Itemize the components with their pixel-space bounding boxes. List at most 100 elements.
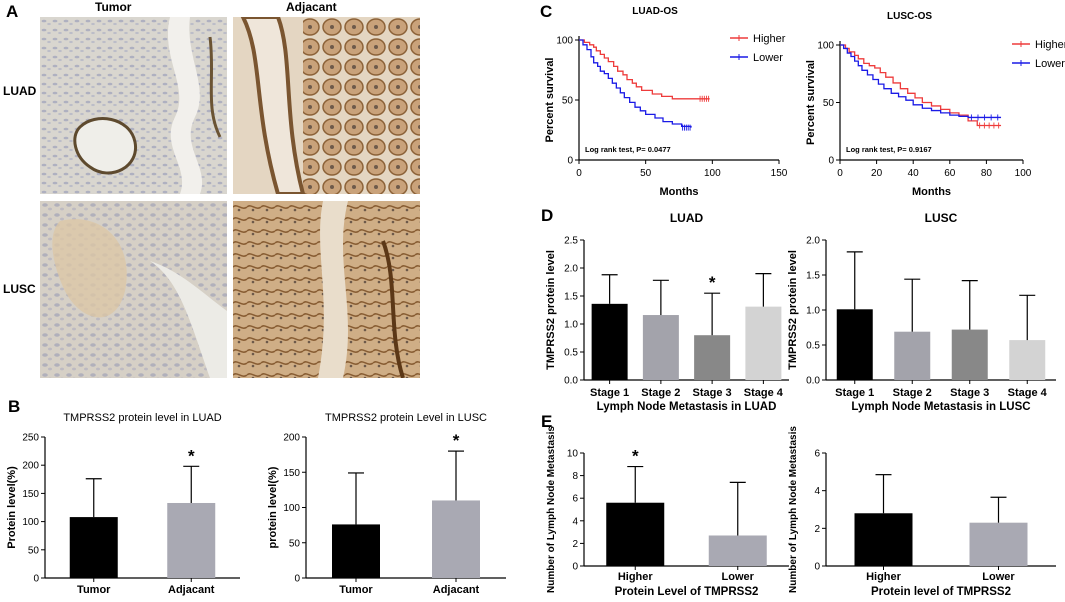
x-tick-label: 60 — [944, 168, 956, 179]
x-tick-label: Stage 1 — [835, 387, 874, 399]
y-tick-label: 2 — [814, 524, 820, 535]
y-axis-label: Percent survival — [544, 58, 556, 143]
y-tick-label: 50 — [823, 98, 835, 109]
bar — [332, 524, 380, 578]
legend-label-lower: Lower — [1035, 58, 1065, 70]
chart-title: LUAD — [670, 211, 704, 225]
y-tick-label: 1.0 — [564, 320, 578, 331]
y-tick-label: 150 — [283, 468, 300, 479]
chart-c2-lusc-os: LUSC-OS 0 50 100 0 20 40 60 80 100 Months Percent s… — [805, 11, 1065, 198]
bar — [708, 535, 767, 566]
bar — [591, 303, 628, 380]
micrograph-luad-tumor — [40, 17, 227, 194]
bar — [836, 309, 873, 380]
panel-letter-e: E — [541, 412, 553, 431]
x-tick-label: 0 — [837, 168, 843, 179]
significance-marker: * — [453, 431, 460, 450]
x-tick-label: Lower — [982, 571, 1015, 583]
panel-letter-a: A — [6, 2, 19, 21]
y-tick-label: 4 — [572, 516, 578, 527]
log-rank-annotation: Log rank test, P= 0.0477 — [585, 145, 671, 154]
bar — [745, 306, 782, 380]
y-tick-label: 10 — [567, 449, 579, 460]
chart-e1-luad-metastasis: 0 2 4 6 8 10 Number of Lymph Node Metastasis Hi… — [546, 426, 789, 598]
y-tick-label: 50 — [289, 538, 301, 549]
x-axis-label: Protein level of TMPRSS2 — [871, 586, 1011, 598]
micrograph-luad-adjacant — [233, 17, 420, 194]
y-tick-label: 250 — [22, 433, 39, 444]
y-axis-label: Number of Lymph Node Metastasis — [546, 426, 557, 593]
x-tick-label: Stage 2 — [641, 387, 680, 399]
row-header-lusc: LUSC — [3, 282, 36, 296]
survival-curve-lower — [840, 44, 1002, 119]
chart-b2-lusc-protein-level: TMPRSS2 protein Level in LUSC 0 50 100 150 20… — [267, 412, 506, 596]
y-tick-label: 50 — [562, 96, 574, 107]
chart-title: LUSC — [925, 211, 958, 225]
chart-e2-lusc-metastasis: 0 2 4 6 Number of Lymph Node Metastasis Highe… — [788, 426, 1056, 598]
x-tick-label: Tumor — [77, 584, 111, 596]
legend-label-lower: Lower — [753, 52, 783, 64]
y-tick-label: 200 — [283, 433, 300, 444]
bar — [854, 513, 913, 566]
survival-curve-higher — [840, 44, 1002, 127]
x-axis-label: Months — [912, 186, 951, 198]
micrograph-lusc-adjacant — [233, 201, 420, 378]
y-tick-label: 0 — [828, 156, 834, 167]
y-axis-label: TMPRSS2 protein level — [787, 250, 799, 370]
y-tick-label: 0 — [33, 574, 39, 585]
y-tick-label: 150 — [22, 489, 39, 500]
y-tick-label: 2.0 — [806, 236, 820, 247]
bar — [642, 315, 679, 380]
x-axis-label: Lymph Node Metastasis in LUAD — [597, 401, 777, 413]
x-tick-label: Stage 1 — [590, 387, 629, 399]
chart-c1-luad-os: LUAD-OS 0 50 100 0 50 100 150 Months Percent surv… — [544, 6, 788, 198]
bar — [969, 522, 1028, 566]
y-tick-label: 100 — [817, 41, 834, 52]
y-tick-label: 1.0 — [806, 306, 820, 317]
bar — [432, 500, 480, 578]
x-tick-label: Tumor — [339, 584, 373, 596]
x-tick-label: 40 — [908, 168, 920, 179]
significance-marker: * — [632, 447, 639, 466]
significance-marker: * — [188, 446, 195, 465]
x-tick-label: Lower — [722, 571, 755, 583]
x-tick-label: Stage 4 — [1008, 387, 1048, 399]
micrograph-luad-adjacant-image — [233, 17, 420, 194]
y-tick-label: 2.5 — [564, 236, 578, 247]
chart-title: LUAD-OS — [632, 6, 678, 17]
y-tick-label: 0 — [814, 562, 820, 573]
micrograph-lusc-tumor — [40, 201, 227, 378]
x-tick-label: 50 — [640, 168, 652, 179]
micrograph-lusc-adjacant-image — [233, 201, 420, 378]
micrograph-lusc-tumor-image — [40, 201, 227, 378]
x-tick-label: Adjacant — [433, 584, 480, 596]
x-tick-label: 100 — [1015, 168, 1032, 179]
x-tick-label: Stage 2 — [893, 387, 932, 399]
bar — [167, 502, 216, 578]
x-tick-label: Stage 3 — [950, 387, 989, 399]
y-tick-label: 100 — [556, 36, 573, 47]
x-axis-label: Protein Level of TMPRSS2 — [615, 586, 759, 598]
y-axis-label: protein level(%) — [267, 466, 279, 548]
panel-letter-b: B — [8, 397, 21, 416]
x-tick-label: Higher — [866, 571, 902, 583]
y-tick-label: 0 — [567, 156, 573, 167]
y-tick-label: 1.5 — [564, 292, 578, 303]
y-tick-label: 0.0 — [806, 376, 820, 387]
y-axis-label: Number of Lymph Node Metastasis — [788, 426, 799, 593]
x-axis-label: Lymph Node Metastasis in LUSC — [851, 401, 1030, 413]
chart-title: TMPRSS2 protein Level in LUSC — [325, 412, 487, 424]
x-tick-label: Adjacant — [168, 584, 215, 596]
bar — [69, 517, 118, 578]
y-tick-label: 2.0 — [564, 264, 578, 275]
bar — [894, 331, 931, 380]
panel-letter-c: C — [540, 2, 553, 21]
chart-b1-luad-protein-level: TMPRSS2 protein level in LUAD 0 50 100 150 20… — [6, 412, 240, 596]
x-tick-label: Higher — [618, 571, 654, 583]
y-axis-label: TMPRSS2 protein level — [545, 250, 557, 370]
survival-curve-lower — [579, 39, 692, 128]
y-tick-label: 0 — [294, 574, 300, 585]
y-tick-label: 2 — [572, 539, 578, 550]
x-tick-label: 0 — [576, 168, 582, 179]
y-axis-label: Percent survival — [805, 60, 817, 145]
